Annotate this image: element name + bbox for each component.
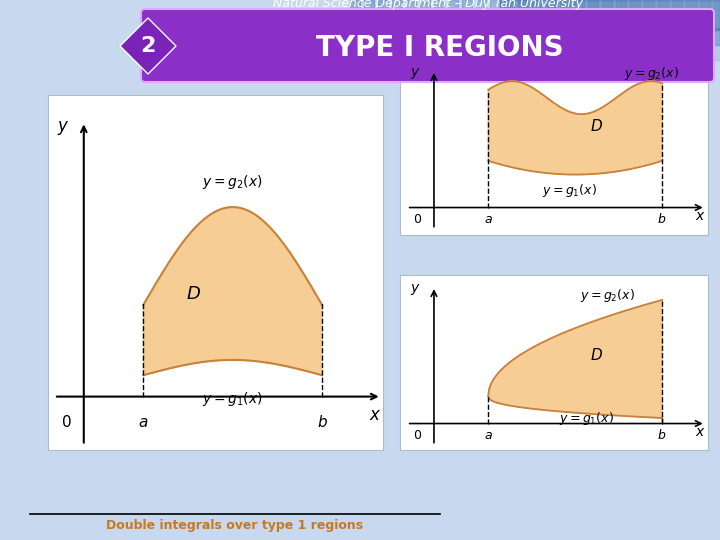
Text: $y = g_2(x)$: $y = g_2(x)$ [624, 65, 679, 82]
Text: Natural Science Department – Duy Tan University: Natural Science Department – Duy Tan Uni… [273, 0, 583, 10]
FancyBboxPatch shape [48, 95, 383, 450]
Text: $y = g_2(x)$: $y = g_2(x)$ [580, 287, 635, 303]
Text: $a$: $a$ [138, 415, 148, 430]
Text: $b$: $b$ [657, 428, 667, 442]
Text: $b$: $b$ [317, 414, 328, 430]
Text: TYPE I REGIONS: TYPE I REGIONS [316, 34, 564, 62]
FancyBboxPatch shape [400, 275, 708, 450]
Polygon shape [488, 81, 662, 174]
Text: $D$: $D$ [186, 285, 202, 303]
Text: $0$: $0$ [413, 213, 422, 226]
Text: $y = g_1(x)$: $y = g_1(x)$ [559, 410, 613, 427]
Text: $D$: $D$ [590, 347, 603, 363]
Text: $y$: $y$ [410, 282, 420, 296]
Text: $D$: $D$ [590, 118, 603, 133]
Text: Double integrals over type 1 regions: Double integrals over type 1 regions [107, 519, 364, 532]
Polygon shape [143, 207, 322, 375]
FancyBboxPatch shape [141, 9, 714, 82]
Text: $0$: $0$ [60, 414, 71, 430]
Text: $b$: $b$ [657, 212, 667, 226]
Text: $y$: $y$ [57, 119, 69, 137]
Text: $x$: $x$ [695, 425, 706, 439]
Polygon shape [488, 300, 662, 418]
Text: $x$: $x$ [369, 406, 382, 424]
Text: $a$: $a$ [484, 429, 492, 442]
FancyBboxPatch shape [400, 60, 708, 235]
Text: $y = g_1(x)$: $y = g_1(x)$ [202, 390, 263, 408]
Text: 2: 2 [140, 36, 156, 56]
Text: $a$: $a$ [484, 213, 492, 226]
Text: $x$: $x$ [695, 209, 706, 223]
Polygon shape [120, 18, 176, 74]
Text: $y = g_1(x)$: $y = g_1(x)$ [542, 182, 598, 199]
Text: $y = g_2(x)$: $y = g_2(x)$ [202, 173, 263, 191]
Text: $y$: $y$ [410, 66, 420, 80]
Text: $0$: $0$ [413, 429, 422, 442]
